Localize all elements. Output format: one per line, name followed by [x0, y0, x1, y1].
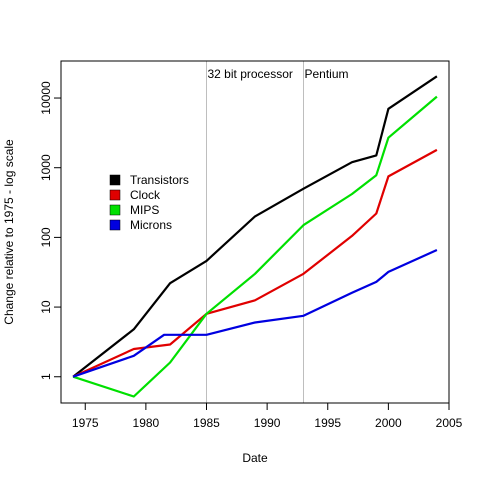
- x-tick-label-1995: 1995: [314, 416, 341, 430]
- plot-frame: [60, 60, 450, 404]
- x-tick-label-2005: 2005: [436, 416, 463, 430]
- legend-label-transistors: Transistors: [130, 173, 189, 187]
- annotation-layer: 32 bit processor Pentium: [206, 61, 349, 403]
- y-tick-label-1: 1: [39, 373, 53, 380]
- annotation-label-1: Pentium: [305, 67, 349, 81]
- x-axis-label: Date: [242, 451, 268, 465]
- series-line-mips: [72, 95, 438, 398]
- y-axis-label: Change relative to 1975 - log scale: [2, 139, 16, 325]
- series-line-clock: [72, 148, 438, 378]
- series-line-transistors: [72, 75, 438, 378]
- y-tick-label-100: 100: [39, 227, 53, 247]
- series-line-microns: [72, 248, 438, 378]
- x-tick-label-1980: 1980: [133, 416, 160, 430]
- y-tick-label-10000: 10000: [39, 81, 53, 115]
- annotation-label-0: 32 bit processor: [208, 67, 293, 81]
- x-tick-label-1975: 1975: [72, 416, 99, 430]
- legend-label-clock: Clock: [130, 188, 161, 202]
- x-tick-label-1985: 1985: [193, 416, 220, 430]
- y-axis: 1 10 100 1000 10000: [39, 81, 62, 380]
- y-tick-label-1000: 1000: [39, 154, 53, 181]
- legend-swatch-mips: [109, 204, 121, 216]
- legend-label-mips: MIPS: [130, 203, 159, 217]
- x-tick-label-2000: 2000: [375, 416, 402, 430]
- y-tick-label-10: 10: [39, 300, 53, 314]
- x-tick-label-1990: 1990: [254, 416, 281, 430]
- legend-label-microns: Microns: [130, 218, 172, 232]
- legend-swatch-transistors: [109, 174, 121, 186]
- legend-swatch-clock: [109, 189, 121, 201]
- x-axis: 1975 1980 1985 1990 1995 2000 2005: [72, 402, 463, 430]
- legend-swatch-microns: [109, 219, 121, 231]
- series-layer: [72, 75, 438, 398]
